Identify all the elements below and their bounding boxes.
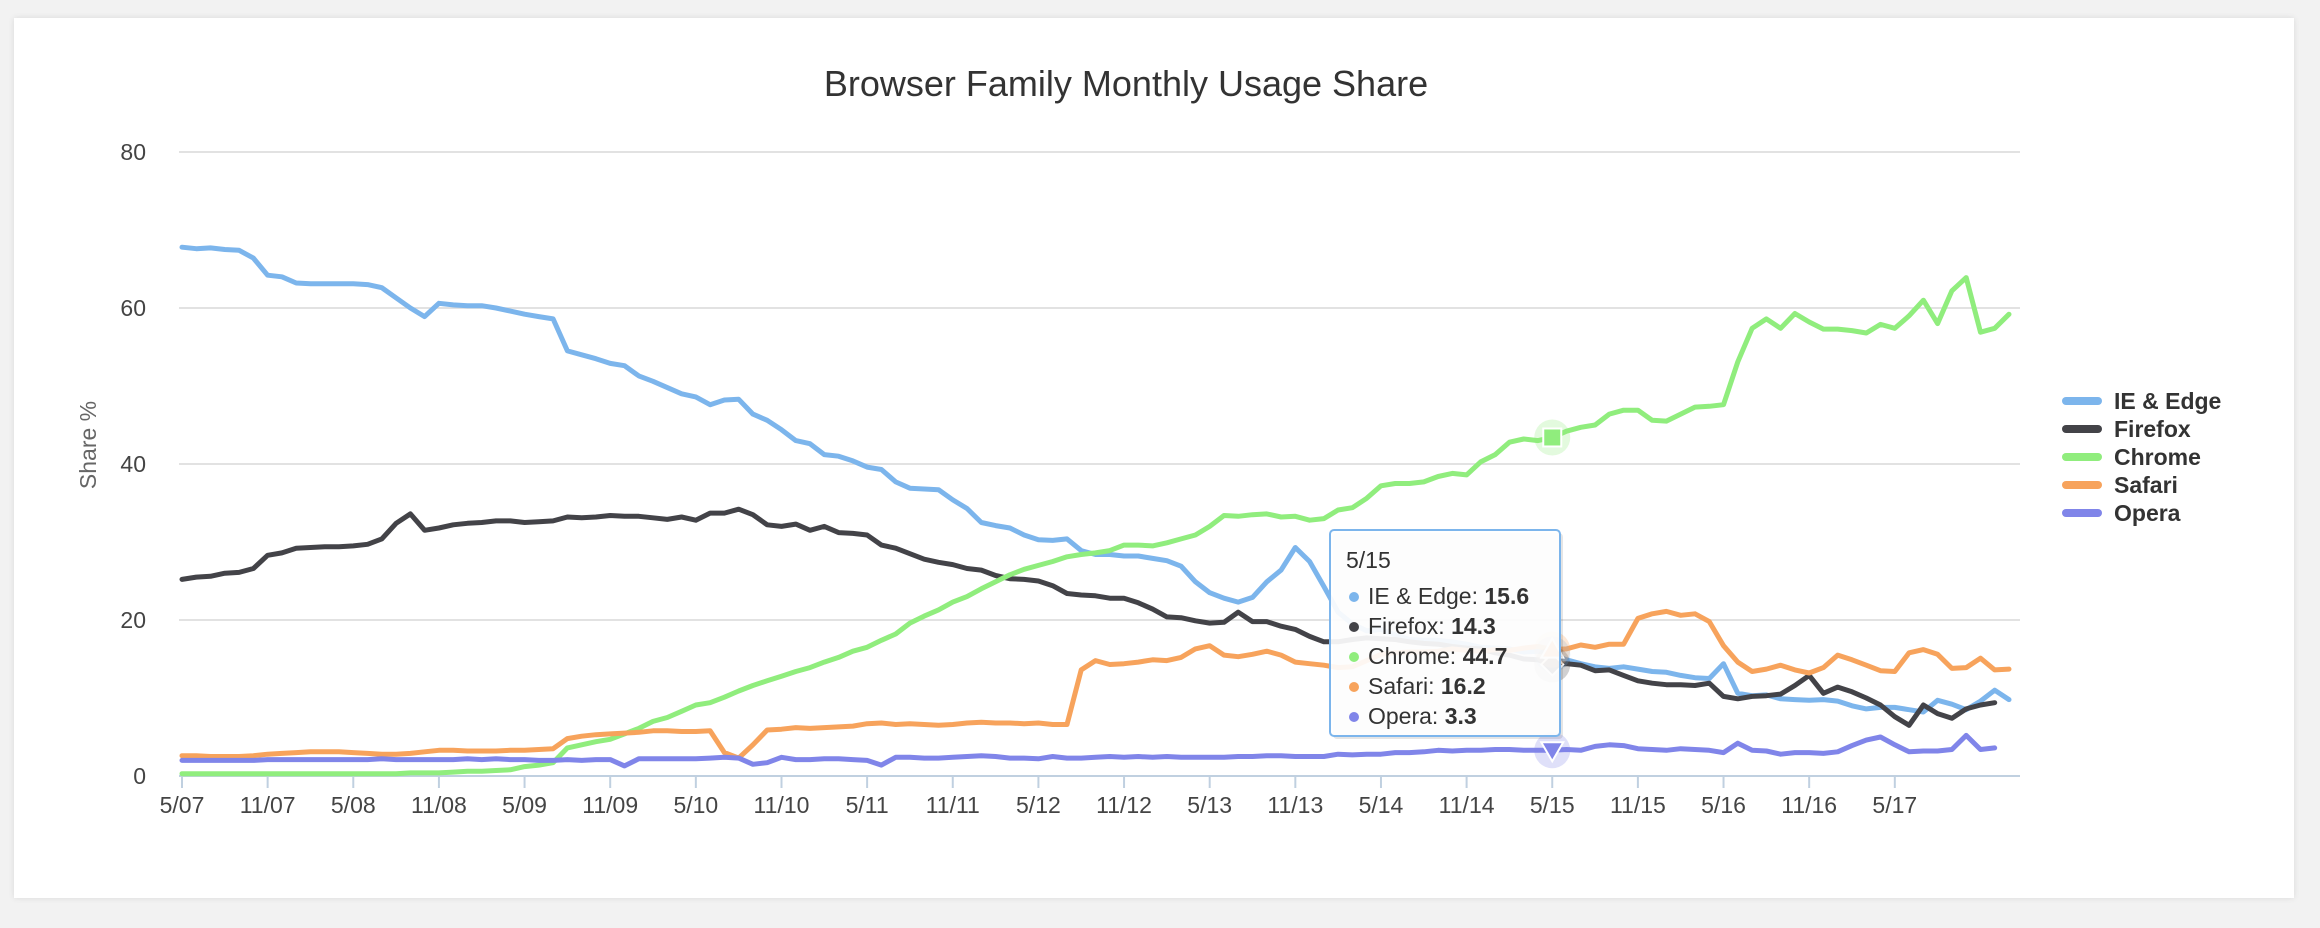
tooltip-bullet — [1349, 652, 1359, 662]
x-tick-label: 5/16 — [1701, 792, 1746, 818]
x-tick-label: 11/09 — [582, 792, 638, 818]
x-tick-label: 5/14 — [1359, 792, 1404, 818]
x-tick-label: 5/10 — [673, 792, 718, 818]
x-tick-label: 11/07 — [240, 792, 296, 818]
x-tick-label: 5/09 — [502, 792, 547, 818]
y-axis-ticks: 0 20 40 60 80 — [120, 139, 146, 789]
y-tick-label: 20 — [120, 607, 146, 633]
tooltip-item-label: Safari: — [1368, 673, 1441, 699]
x-tick-label: 5/15 — [1530, 792, 1575, 818]
x-tick-label: 11/08 — [411, 792, 467, 818]
legend-label-ie-edge: IE & Edge — [2114, 388, 2221, 414]
x-tick-label: 11/15 — [1610, 792, 1666, 818]
series-line-ie-edge — [179, 244, 2012, 715]
tooltip-item-value: 3.3 — [1445, 703, 1477, 729]
x-tick-label: 11/12 — [1096, 792, 1152, 818]
tooltip-item-label: Opera: — [1368, 703, 1445, 729]
hover-marker-opera — [1539, 741, 1565, 764]
x-tick-label: 5/07 — [160, 792, 205, 818]
x-tick-label: 5/12 — [1016, 792, 1061, 818]
tooltip-item-label: Firefox: — [1368, 613, 1451, 639]
tooltip-header: 5/15 — [1346, 547, 1391, 573]
series-line-opera — [179, 732, 1998, 769]
y-tick-label: 80 — [120, 139, 146, 165]
y-tick-label: 60 — [120, 295, 146, 321]
hover-marker-chrome — [1542, 427, 1563, 448]
series-line-firefox — [179, 506, 1998, 728]
tooltip-item-value: 15.6 — [1484, 583, 1529, 609]
x-tick-label: 11/14 — [1439, 792, 1495, 818]
tooltip-item: Safari: 16.2 — [1368, 673, 1486, 699]
tooltip-item: Chrome: 44.7 — [1368, 643, 1507, 669]
tooltip-bullet — [1349, 592, 1359, 602]
tooltip: 5/15 IE & Edge: 15.6 Firefox: 14.3 Chrome: … — [1329, 529, 1563, 739]
x-tick-label: 11/11 — [926, 792, 980, 818]
series-line-chrome — [179, 275, 2012, 777]
tooltip-box — [1329, 529, 1561, 737]
legend-label-opera: Opera — [2114, 500, 2181, 526]
tooltip-item: IE & Edge: 15.6 — [1368, 583, 1529, 609]
tooltip-item-label: IE & Edge: — [1368, 583, 1484, 609]
x-tick-label: 11/10 — [754, 792, 810, 818]
tooltip-item-label: Chrome: — [1368, 643, 1463, 669]
y-tick-label: 40 — [120, 451, 146, 477]
x-tick-label: 11/13 — [1267, 792, 1323, 818]
x-tick-label: 5/11 — [846, 792, 889, 818]
y-tick-label: 0 — [133, 763, 146, 789]
y-axis-label: Share % — [75, 401, 101, 489]
tooltip-item-value: 16.2 — [1441, 673, 1486, 699]
legend-label-safari: Safari — [2114, 472, 2178, 498]
tooltip-item: Firefox: 14.3 — [1368, 613, 1496, 639]
tooltip-item-value: 14.3 — [1451, 613, 1496, 639]
x-tick-label: 5/13 — [1187, 792, 1232, 818]
tooltip-bullet — [1349, 622, 1359, 632]
chart-card: Browser Family Monthly Usage Share Share… — [14, 18, 2294, 898]
tooltip-item: Opera: 3.3 — [1368, 703, 1477, 729]
x-tick-label: 5/08 — [331, 792, 376, 818]
x-axis: 5/07 11/07 5/08 11/08 5/09 11/09 5/10 11/10 5/11… — [160, 775, 2020, 818]
tooltip-item-value: 44.7 — [1463, 643, 1508, 669]
chart-title: Browser Family Monthly Usage Share — [824, 63, 1428, 104]
series-line-safari — [179, 608, 2012, 761]
series-lines — [179, 244, 2012, 777]
tooltip-bullet — [1349, 712, 1359, 722]
tooltip-bullet — [1349, 682, 1359, 692]
legend-label-firefox: Firefox — [2114, 416, 2191, 442]
legend-label-chrome: Chrome — [2114, 444, 2201, 470]
usage-share-chart: Browser Family Monthly Usage Share Share… — [75, 63, 2221, 818]
x-tick-label: 5/17 — [1872, 792, 1917, 818]
x-tick-label: 11/16 — [1781, 792, 1837, 818]
